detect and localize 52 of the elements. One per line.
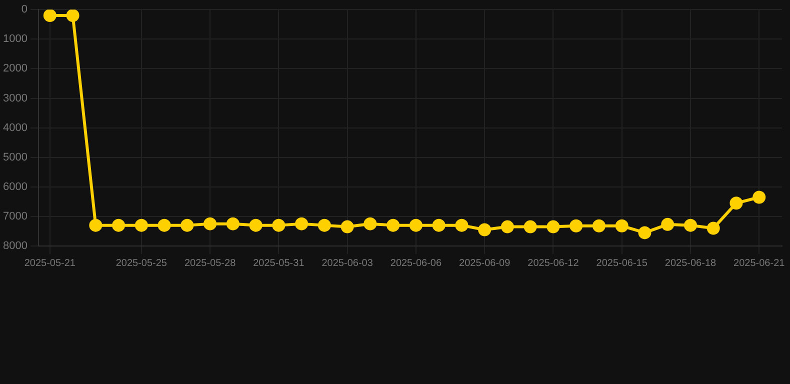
point <box>546 220 560 234</box>
x-tick-label: 2025-05-28 <box>184 258 236 269</box>
x-tick-label: 2025-06-21 <box>734 258 786 269</box>
y-tick-label: 1000 <box>2 33 28 46</box>
y-tick-label: 6000 <box>2 180 28 193</box>
x-tick-label: 2025-05-21 <box>24 258 76 269</box>
point <box>158 218 171 232</box>
x-tick-label: 2025-06-06 <box>390 258 442 269</box>
x-tick-label: 2025-06-12 <box>528 258 580 269</box>
point <box>204 217 217 230</box>
point <box>226 217 240 230</box>
point <box>66 10 80 22</box>
point <box>409 218 422 232</box>
point <box>455 218 468 232</box>
y-tick-label: 2000 <box>2 62 28 75</box>
point <box>638 226 652 240</box>
x-tick-label: 2025-05-25 <box>116 258 168 269</box>
point <box>730 196 743 210</box>
y-tick-label: 4000 <box>2 122 28 134</box>
point <box>180 218 194 232</box>
point <box>706 222 720 235</box>
point <box>524 220 537 234</box>
x-tick-label: 2025-06-18 <box>664 258 716 269</box>
x-tick-label: 2025-05-31 <box>253 258 305 269</box>
point <box>432 218 446 232</box>
x-tick-label: 2025-06-09 <box>459 258 511 269</box>
y-tick-label: 7000 <box>2 210 28 222</box>
point <box>134 218 148 232</box>
point <box>364 217 377 230</box>
x-tick-label: 2025-06-15 <box>596 258 648 269</box>
point <box>340 220 354 234</box>
point <box>386 218 400 232</box>
y-tick-label: 8000 <box>2 240 28 252</box>
point <box>295 217 308 230</box>
point <box>752 190 766 204</box>
y-tick-label: 3000 <box>2 92 28 104</box>
point <box>89 218 102 232</box>
point <box>478 223 492 236</box>
point <box>500 220 514 234</box>
point <box>249 218 262 232</box>
y-tick-label: 5000 <box>2 151 28 164</box>
point <box>570 219 583 232</box>
point <box>43 10 56 22</box>
y-tick-label: 0 <box>21 4 28 16</box>
point <box>684 218 697 232</box>
point <box>318 218 331 232</box>
point <box>615 219 628 232</box>
point <box>272 218 286 232</box>
point <box>112 218 126 232</box>
point <box>661 218 674 231</box>
point <box>592 219 606 232</box>
x-tick-label: 2025-06-03 <box>322 258 374 269</box>
